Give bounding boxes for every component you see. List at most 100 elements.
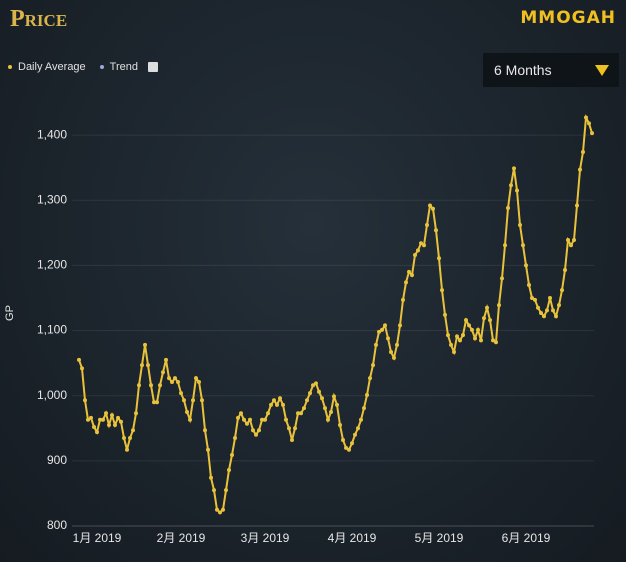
data-point xyxy=(302,406,306,411)
data-point xyxy=(260,417,264,422)
data-point xyxy=(125,447,129,452)
data-point xyxy=(491,338,495,343)
data-point xyxy=(392,355,396,360)
data-point xyxy=(521,243,525,248)
data-point xyxy=(548,295,552,300)
data-point xyxy=(314,381,318,386)
data-point xyxy=(440,288,444,293)
data-point xyxy=(332,394,336,399)
data-point xyxy=(182,398,186,403)
data-point xyxy=(278,396,282,401)
data-point xyxy=(173,376,177,381)
data-point xyxy=(413,252,417,257)
data-point xyxy=(200,398,204,403)
data-point xyxy=(584,115,588,120)
data-point xyxy=(446,333,450,338)
data-point xyxy=(569,243,573,248)
data-point xyxy=(386,336,390,341)
data-point xyxy=(398,323,402,328)
dropdown-arrow xyxy=(595,64,609,76)
data-point xyxy=(146,363,150,368)
data-point xyxy=(350,441,354,446)
data-point xyxy=(395,342,399,347)
x-tick-label: 4月 2019 xyxy=(328,531,377,545)
data-point xyxy=(530,295,534,300)
data-point xyxy=(560,288,564,293)
data-point xyxy=(437,256,441,261)
series-line xyxy=(78,113,593,514)
x-tick-label: 1月 2019 xyxy=(73,531,122,545)
checkbox[interactable] xyxy=(148,62,158,72)
legend-label[interactable]: Daily Average xyxy=(18,61,86,73)
range-select[interactable]: 6 Months xyxy=(483,53,619,87)
data-point xyxy=(539,310,543,315)
data-point xyxy=(335,402,339,407)
data-point xyxy=(461,333,465,338)
data-point xyxy=(143,342,147,347)
data-point xyxy=(341,438,345,442)
data-point xyxy=(272,398,276,403)
data-point xyxy=(251,428,255,433)
data-point xyxy=(464,318,468,323)
data-point xyxy=(407,269,411,274)
legend-marker xyxy=(99,65,104,69)
data-point xyxy=(299,411,303,416)
data-point xyxy=(473,336,477,341)
dropdown-button[interactable] xyxy=(585,53,619,87)
data-point xyxy=(518,223,522,227)
data-point xyxy=(587,121,591,126)
data-point xyxy=(497,303,501,308)
data-point xyxy=(134,411,138,416)
data-point xyxy=(344,445,348,450)
data-point xyxy=(428,203,432,208)
data-point xyxy=(431,206,435,211)
data-point xyxy=(545,308,549,313)
data-point xyxy=(230,452,234,457)
data-point xyxy=(239,411,243,416)
data-point xyxy=(77,357,81,362)
data-point xyxy=(185,409,189,414)
data-point xyxy=(524,263,528,268)
data-point xyxy=(167,376,171,381)
data-point xyxy=(311,383,315,388)
data-point xyxy=(326,417,330,422)
data-point xyxy=(581,150,585,155)
data-point xyxy=(422,243,426,248)
data-point xyxy=(206,447,210,452)
data-point xyxy=(356,426,360,431)
data-point xyxy=(290,438,294,442)
data-point xyxy=(158,383,162,388)
data-point xyxy=(488,318,492,323)
data-point xyxy=(458,338,462,343)
data-point xyxy=(374,342,378,347)
data-point xyxy=(293,426,297,431)
data-point xyxy=(410,273,414,278)
data-point xyxy=(338,423,342,428)
data-point xyxy=(305,398,309,403)
data-point xyxy=(188,417,192,422)
data-point xyxy=(131,428,135,433)
legend-label[interactable]: Trend xyxy=(109,61,138,73)
y-tick-label: 1,400 xyxy=(37,127,67,141)
data-point xyxy=(506,206,510,211)
data-point xyxy=(494,340,498,345)
data-point xyxy=(140,363,144,368)
data-point xyxy=(218,510,222,515)
data-point xyxy=(254,432,258,437)
data-point xyxy=(536,305,540,310)
data-point xyxy=(209,475,213,480)
legend-marker xyxy=(8,65,12,69)
data-point xyxy=(416,248,420,253)
data-point xyxy=(566,237,570,242)
data-point xyxy=(329,409,333,414)
data-point xyxy=(557,303,561,308)
data-point xyxy=(554,314,558,319)
data-point xyxy=(215,507,219,512)
data-point xyxy=(533,297,537,302)
data-point xyxy=(116,415,120,420)
data-point xyxy=(179,391,183,396)
data-point xyxy=(269,402,273,407)
range-select-label[interactable]: 6 Months xyxy=(494,62,552,78)
